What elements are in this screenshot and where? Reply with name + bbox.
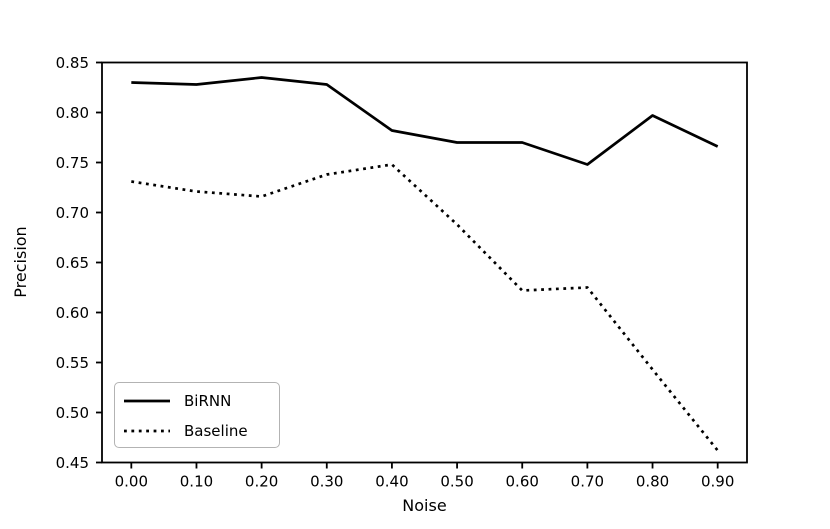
legend-baseline-line-sample: [124, 429, 170, 433]
x-tick-label: 0.50: [440, 473, 473, 491]
x-tick-label: 0.60: [506, 473, 539, 491]
y-tick-label: 0.65: [56, 254, 89, 272]
x-tick-label: 0.20: [245, 473, 278, 491]
y-tick-label: 0.70: [56, 204, 89, 222]
x-axis-title: Noise: [402, 496, 447, 515]
legend: BiRNN Baseline: [114, 382, 280, 448]
x-tick-label: 0.30: [310, 473, 343, 491]
x-tick-label: 0.40: [375, 473, 408, 491]
y-tick-label: 0.50: [56, 404, 89, 422]
x-tick-label: 0.00: [115, 473, 148, 491]
series-line-birnn: [131, 76, 719, 166]
legend-entry-baseline: Baseline: [115, 416, 279, 446]
series-line-baseline: [131, 163, 719, 452]
y-tick-label: 0.45: [56, 454, 89, 472]
legend-birnn-line-sample: [124, 399, 170, 403]
x-tick-label: 0.80: [636, 473, 669, 491]
y-tick-label: 0.60: [56, 304, 89, 322]
y-axis-title: Precision: [11, 226, 30, 298]
x-tick-label: 0.90: [701, 473, 734, 491]
y-tick-label: 0.55: [56, 354, 89, 372]
legend-label-birnn: BiRNN: [184, 391, 232, 410]
y-tick-label: 0.80: [56, 104, 89, 122]
legend-label-baseline: Baseline: [184, 421, 248, 440]
x-tick-label: 0.70: [571, 473, 604, 491]
y-tick-label: 0.75: [56, 154, 89, 172]
y-tick-label: 0.85: [56, 54, 89, 72]
legend-entry-birnn: BiRNN: [115, 386, 279, 416]
x-tick-label: 0.10: [180, 473, 213, 491]
